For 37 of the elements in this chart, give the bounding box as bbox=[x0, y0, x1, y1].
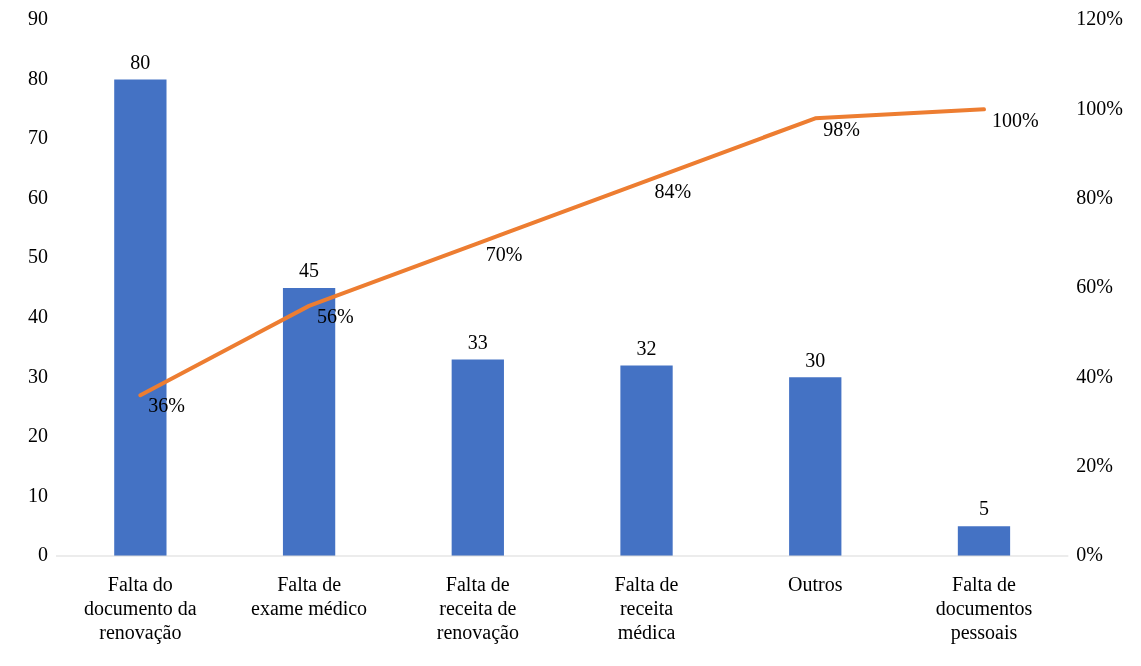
x-tick-label: Falta de exame médico bbox=[251, 573, 368, 620]
y2-tick-label: 100% bbox=[1076, 96, 1124, 119]
data-label: 100% bbox=[991, 108, 1039, 131]
bar bbox=[451, 359, 504, 556]
x-tick-label: Falta de receita de renovação bbox=[436, 573, 519, 645]
y2-tick-label: 0% bbox=[1076, 543, 1104, 566]
x-tick-label: Outros bbox=[788, 573, 843, 596]
y2-tick-label: 120% bbox=[1076, 7, 1124, 30]
data-label: 84% bbox=[654, 180, 692, 203]
y-tick-label: 70 bbox=[28, 126, 48, 149]
bar bbox=[620, 365, 673, 556]
data-label: 5 bbox=[978, 497, 989, 520]
y-tick-label: 90 bbox=[28, 7, 48, 30]
x-tick-label: Falta de documentos pessoais bbox=[935, 573, 1033, 645]
x-tick-label: Falta do documento da renovação bbox=[83, 573, 197, 645]
bar bbox=[789, 377, 842, 556]
bar bbox=[957, 526, 1011, 556]
data-label: 98% bbox=[823, 117, 860, 140]
data-label: 30 bbox=[805, 348, 826, 371]
y-tick-label: 30 bbox=[28, 364, 48, 387]
y-tick-label: 20 bbox=[28, 424, 48, 447]
y-tick-label: 80 bbox=[28, 66, 48, 89]
data-label: 45 bbox=[299, 259, 320, 282]
y-tick-label: 40 bbox=[28, 305, 48, 328]
data-label: 70% bbox=[485, 242, 523, 265]
y2-tick-label: 20% bbox=[1076, 453, 1114, 476]
y-tick-label: 60 bbox=[28, 185, 48, 208]
data-label: 80 bbox=[130, 50, 151, 73]
x-tick-label: Falta de receita médica bbox=[614, 573, 679, 644]
y-tick-label: 50 bbox=[28, 245, 48, 268]
data-label: 33 bbox=[467, 330, 488, 353]
y-tick-label: 0 bbox=[38, 543, 48, 566]
data-label: 32 bbox=[636, 336, 657, 359]
y2-tick-label: 80% bbox=[1076, 185, 1114, 208]
y2-tick-label: 40% bbox=[1076, 364, 1114, 387]
y-tick-label: 10 bbox=[28, 483, 48, 506]
y2-tick-label: 60% bbox=[1076, 275, 1114, 298]
